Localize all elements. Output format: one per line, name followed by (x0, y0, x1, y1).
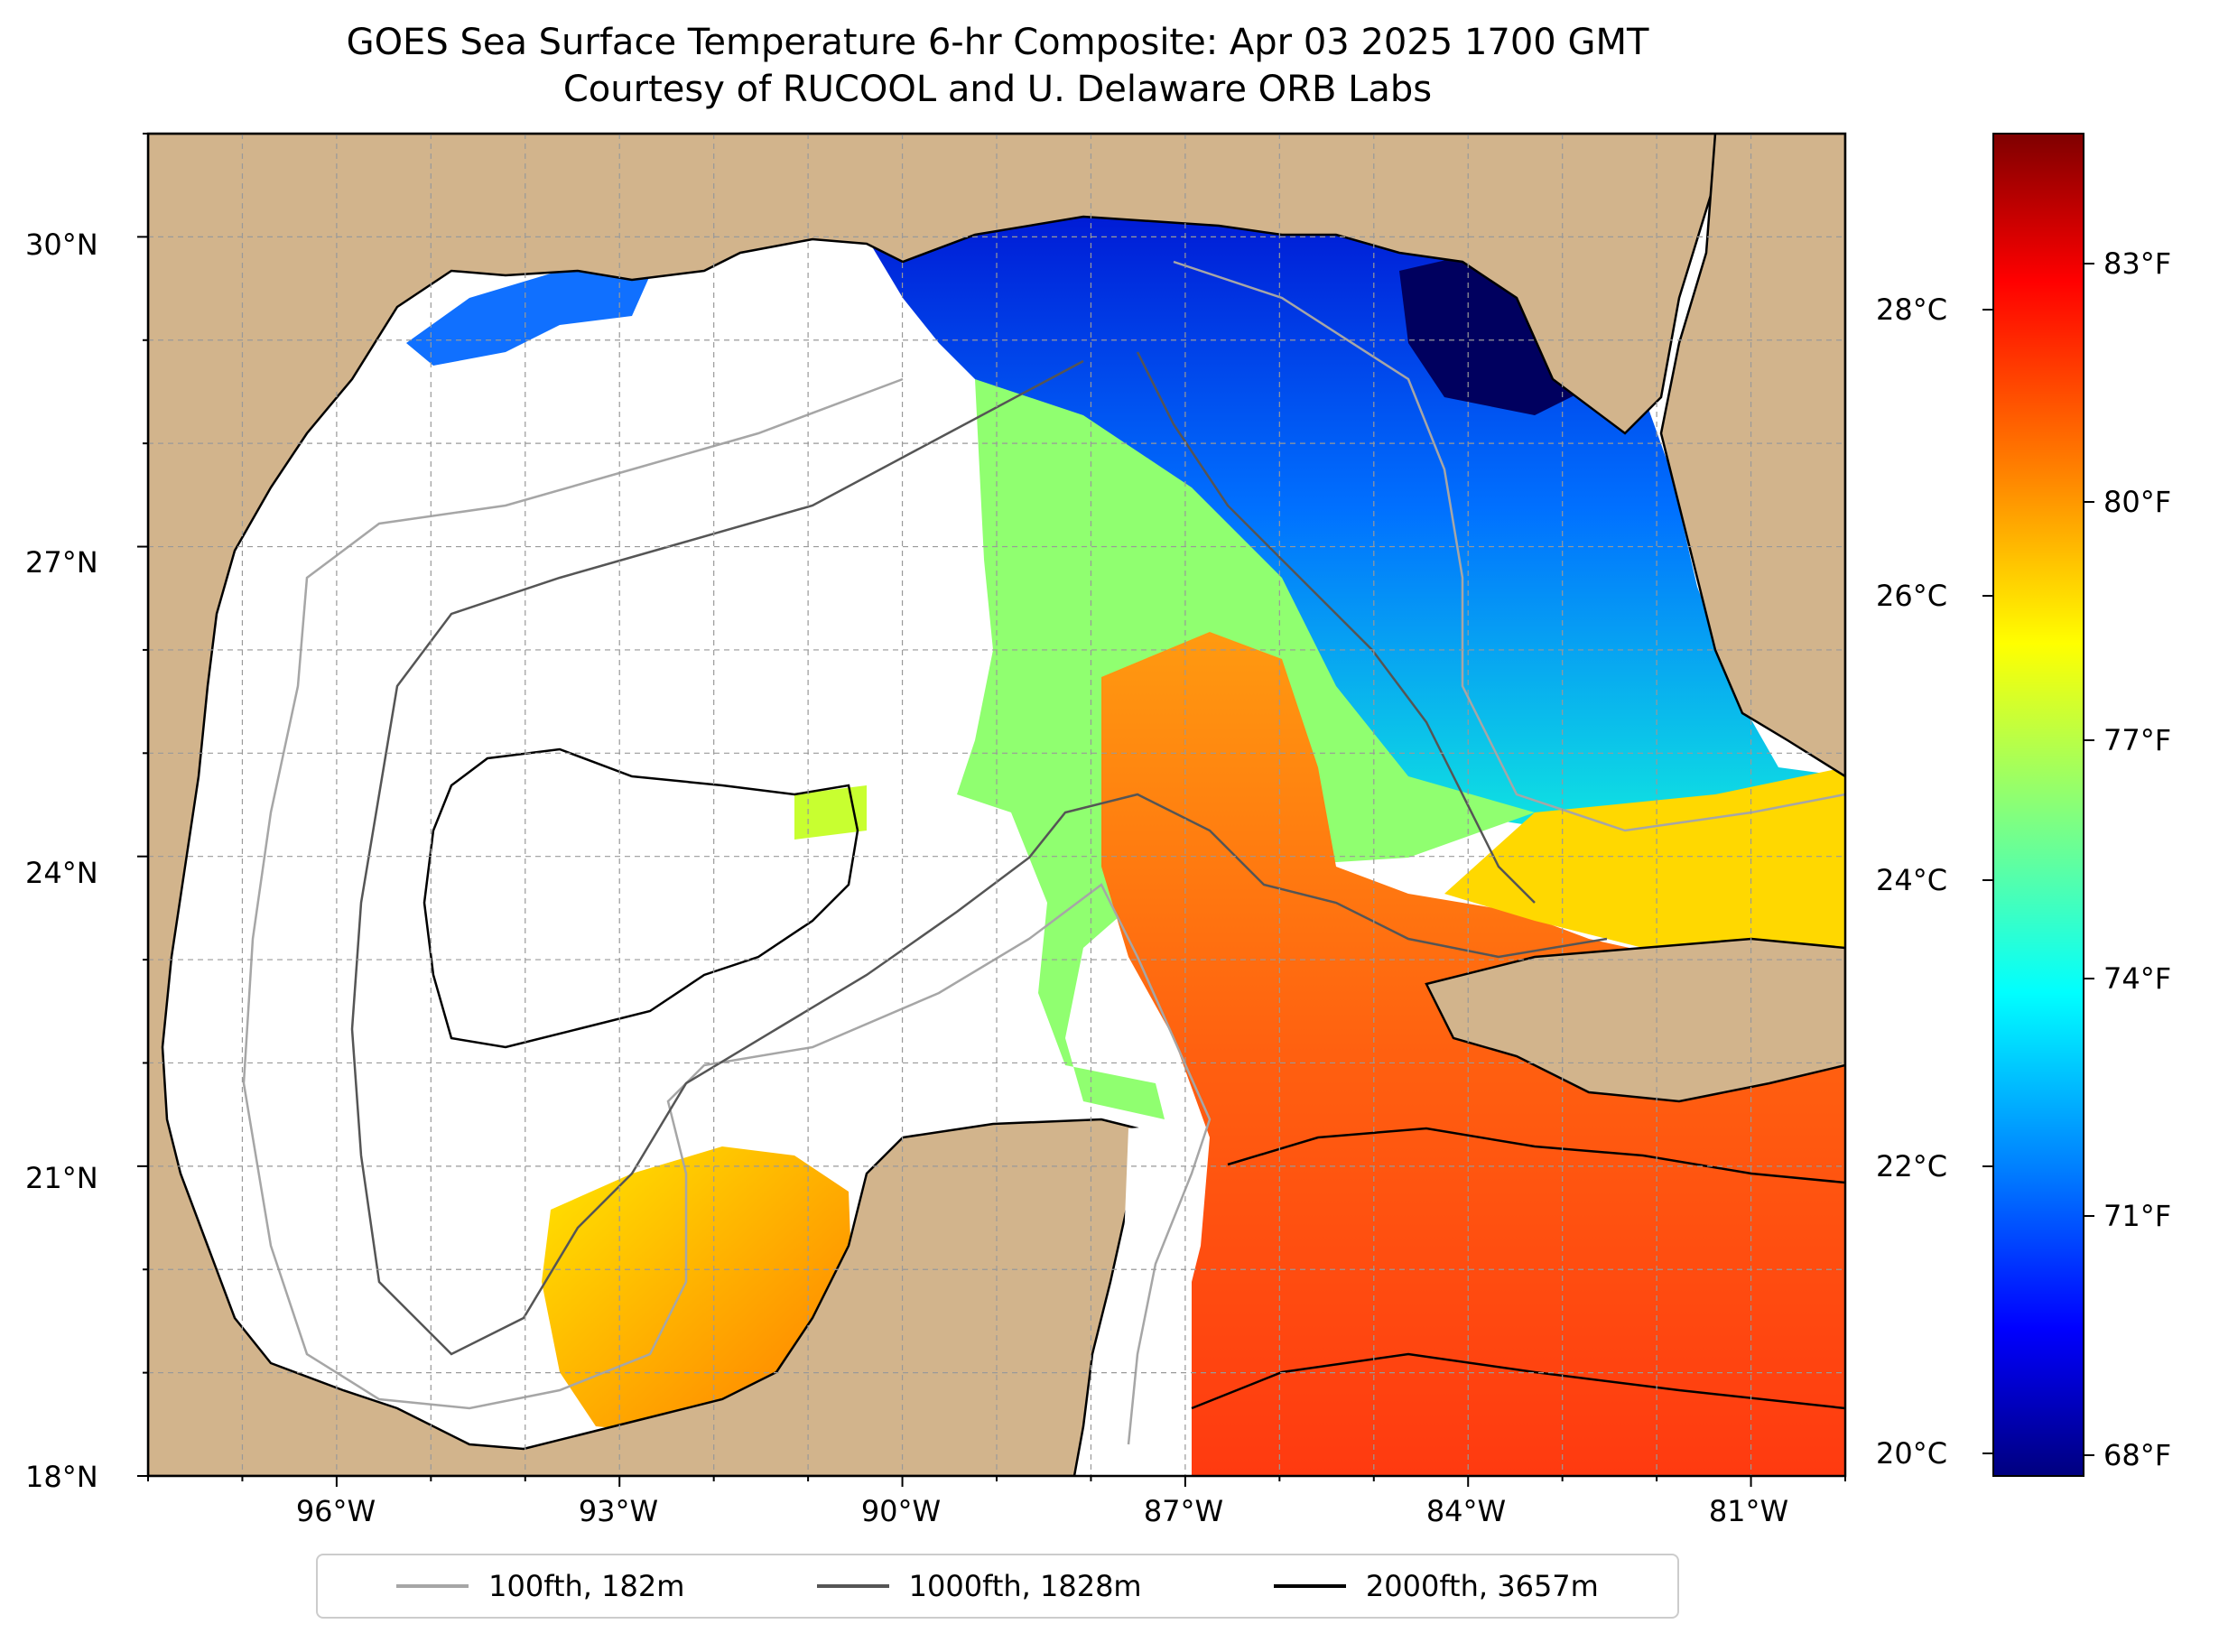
sst-loop-current (1101, 632, 1845, 1476)
cb-c-26: 26°C (1876, 579, 1948, 613)
contour-2000fth-caribbean-south (1191, 1352, 1845, 1410)
legend-item-2000fth: 2000fth, 3657m (1273, 1569, 1599, 1603)
sst-west-yellow-strip (794, 785, 867, 840)
sst-florida-straits-yellow (1444, 767, 1845, 975)
legend-line-100fth (396, 1584, 469, 1588)
legend-item-100fth: 100fth, 182m (396, 1569, 684, 1603)
legend-item-1000fth: 1000fth, 1828m (816, 1569, 1142, 1603)
lon-label-87: 87°W (1143, 1494, 1224, 1528)
lon-label-84: 84°W (1425, 1494, 1507, 1528)
lat-label-24: 24°N (25, 856, 98, 890)
contour-100fth-florida (1173, 260, 1845, 832)
cb-c-24: 24°C (1876, 863, 1948, 897)
sst-texas-shelf-patches (406, 271, 650, 366)
contour-2000fth (422, 747, 859, 1049)
cb-f-68: 68°F (2103, 1438, 2172, 1472)
cb-f-77: 77°F (2103, 723, 2172, 757)
legend-line-1000fth (816, 1584, 889, 1588)
cb-c-28: 28°C (1876, 292, 1948, 327)
lon-label-93: 93°W (578, 1494, 659, 1528)
axis-ticks (137, 133, 1846, 1487)
lat-label-18: 18°N (25, 1460, 98, 1494)
land-cuba (1425, 937, 1845, 1103)
lon-label-90: 90°W (860, 1494, 942, 1528)
contour-1000fth (350, 359, 1608, 1356)
cb-f-71: 71°F (2103, 1199, 2172, 1233)
legend-line-2000fth (1273, 1584, 1346, 1588)
lat-label-21: 21°N (25, 1161, 98, 1195)
lat-label-30: 30°N (25, 227, 98, 262)
graticule (148, 134, 1845, 1476)
map-subtitle: Courtesy of RUCOOL and U. Delaware ORB L… (562, 69, 1433, 110)
land-florida-peninsula (1659, 134, 1845, 778)
colorbar-ticks (1982, 263, 2094, 1456)
land-us-gulf-coast (148, 134, 1717, 1476)
lat-label-27: 27°N (25, 545, 98, 580)
colorbar (1992, 133, 2084, 1477)
contour-100fth (242, 377, 1212, 1445)
cb-f-83: 83°F (2103, 246, 2172, 281)
map-area (148, 134, 1845, 1476)
lon-label-96: 96°W (295, 1494, 376, 1528)
cb-f-74: 74°F (2103, 961, 2172, 996)
cb-c-22: 22°C (1876, 1149, 1948, 1183)
cb-c-20: 20°C (1876, 1436, 1948, 1471)
cb-f-80: 80°F (2103, 485, 2172, 519)
legend-label-2000fth: 2000fth, 3657m (1365, 1569, 1599, 1603)
legend-label-1000fth: 1000fth, 1828m (908, 1569, 1142, 1603)
contour-2000fth-caribbean (1227, 1127, 1845, 1184)
map-title: GOES Sea Surface Temperature 6-hr Compos… (346, 22, 1649, 63)
bathymetry-legend: 100fth, 182m 1000fth, 1828m 2000fth, 365… (316, 1554, 1679, 1619)
lon-label-81: 81°W (1708, 1494, 1789, 1528)
land (148, 134, 1845, 1476)
legend-label-100fth: 100fth, 182m (488, 1569, 685, 1603)
land-yucatan-interior-ocean-block (1110, 1124, 1192, 1476)
